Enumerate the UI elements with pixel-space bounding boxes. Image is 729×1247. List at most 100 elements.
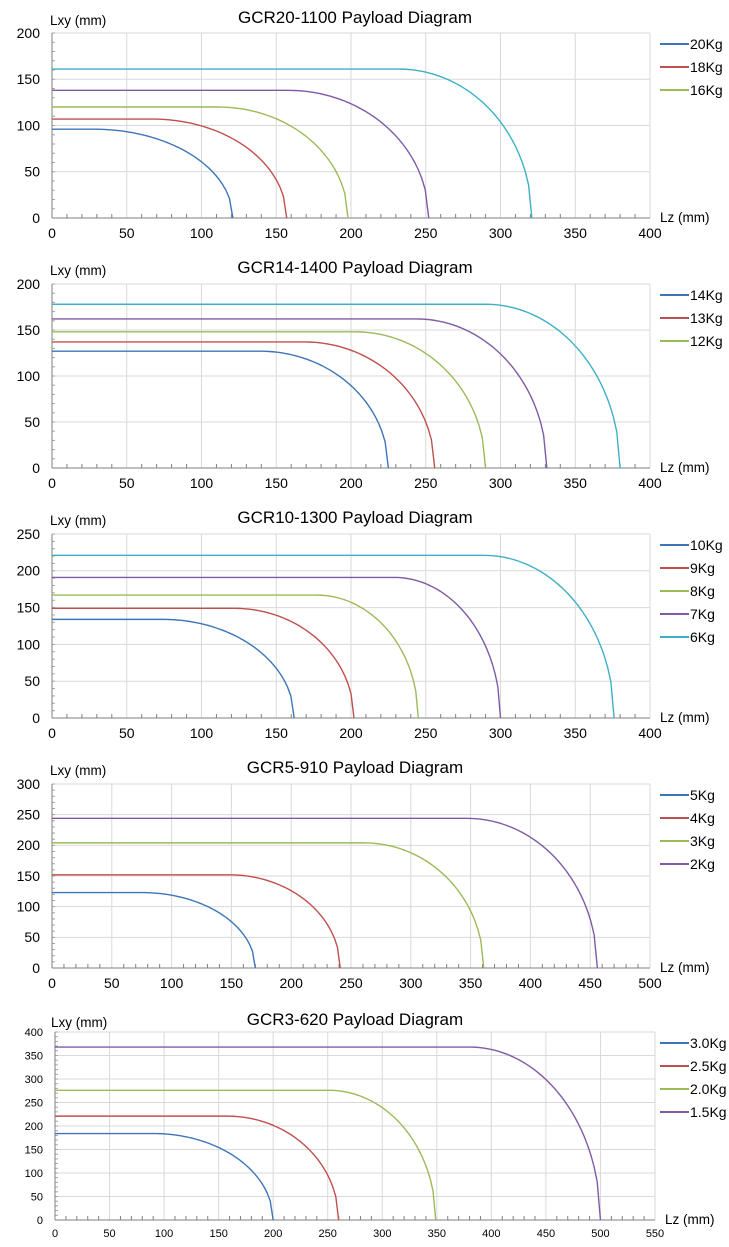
- x-axis-label: Lz (mm): [660, 460, 710, 475]
- x-tick-label: 150: [265, 225, 289, 241]
- y-axis-label: Lxy (mm): [50, 763, 106, 778]
- x-tick-label: 250: [414, 225, 438, 241]
- series-line-1: [52, 350, 390, 469]
- x-tick-label: 0: [48, 475, 56, 491]
- y-tick-label: 300: [17, 776, 41, 792]
- x-tick-label: 100: [190, 725, 214, 741]
- series-line-5: [52, 68, 533, 219]
- x-tick-label: 50: [104, 975, 120, 991]
- y-tick-label: 150: [25, 1144, 43, 1156]
- legend-label-2: 4Kg: [690, 810, 715, 826]
- chart-4: 0 50 100 150 200 250 300 350 400 450 500 0 50 100 150 2…: [17, 758, 715, 991]
- x-axis-label: Lz (mm): [660, 710, 710, 725]
- y-axis-label: Lxy (mm): [51, 1015, 107, 1030]
- x-tick-label: 0: [48, 225, 56, 241]
- legend-label-1: 10Kg: [690, 537, 723, 553]
- x-tick-label: 150: [220, 975, 244, 991]
- legend-label-4: 7Kg: [690, 606, 715, 622]
- x-tick-label: 150: [209, 1228, 227, 1240]
- y-tick-label: 0: [32, 460, 40, 476]
- x-tick-label: 250: [414, 725, 438, 741]
- y-tick-label: 200: [17, 563, 41, 579]
- y-tick-label: 100: [17, 636, 41, 652]
- legend-label-4: 2Kg: [690, 856, 715, 872]
- y-tick-label: 200: [17, 25, 41, 41]
- series-line-2: [55, 1115, 340, 1221]
- legend-label-3: 3Kg: [690, 833, 715, 849]
- series-line-1: [52, 128, 234, 219]
- x-axis-label: Lz (mm): [665, 1212, 715, 1227]
- y-tick-label: 200: [17, 276, 41, 292]
- legend-label-4: 1.5Kg: [690, 1104, 727, 1120]
- x-tick-label: 400: [519, 975, 543, 991]
- chart-1: 0 50 100 150 200 250 300 350 400 0 50 100 150 200 GCR2…: [17, 8, 723, 241]
- x-tick-label: 500: [591, 1228, 609, 1240]
- y-axis-label: Lxy (mm): [50, 263, 106, 278]
- legend-label-1: 14Kg: [690, 287, 723, 303]
- legend-label-2: 18Kg: [690, 59, 723, 75]
- y-tick-label: 50: [24, 673, 40, 689]
- x-tick-label: 350: [564, 475, 588, 491]
- x-tick-label: 350: [564, 725, 588, 741]
- chart-title: GCR10-1300 Payload Diagram: [237, 508, 472, 527]
- chart-5: 0 50 100 150 200 250 300 350 400 450 500 550 0 50 100 1…: [25, 1010, 727, 1240]
- y-tick-label: 0: [37, 1215, 43, 1227]
- y-tick-label: 150: [17, 600, 41, 616]
- x-tick-label: 0: [52, 1228, 58, 1240]
- x-tick-label: 300: [373, 1228, 391, 1240]
- legend-label-3: 8Kg: [690, 583, 715, 599]
- chart-title: GCR3-620 Payload Diagram: [247, 1010, 463, 1029]
- legend-label-5: 6Kg: [690, 629, 715, 645]
- x-tick-label: 200: [339, 475, 363, 491]
- x-tick-label: 400: [482, 1228, 500, 1240]
- y-axis-label: Lxy (mm): [50, 513, 106, 528]
- y-tick-label: 100: [17, 117, 41, 133]
- y-tick-label: 50: [24, 414, 40, 430]
- x-tick-label: 300: [489, 725, 513, 741]
- x-tick-label: 200: [280, 975, 304, 991]
- series-line-2: [52, 341, 436, 469]
- x-tick-label: 200: [264, 1228, 282, 1240]
- x-tick-label: 150: [265, 725, 289, 741]
- chart-title: GCR5-910 Payload Diagram: [247, 758, 463, 777]
- legend-label-1: 20Kg: [690, 36, 723, 52]
- x-tick-label: 450: [537, 1228, 555, 1240]
- chart-title: GCR14-1400 Payload Diagram: [237, 258, 472, 277]
- x-tick-label: 350: [564, 225, 588, 241]
- legend-label-3: 16Kg: [690, 82, 723, 98]
- series-line-3: [52, 106, 349, 219]
- chart-title: GCR20-1100 Payload Diagram: [238, 8, 472, 27]
- x-tick-label: 300: [489, 475, 513, 491]
- legend-label-3: 12Kg: [690, 333, 723, 349]
- y-tick-label: 250: [25, 1097, 43, 1109]
- x-tick-label: 250: [319, 1228, 337, 1240]
- series-line-4: [55, 1046, 602, 1221]
- series-line-3: [55, 1089, 437, 1221]
- series-line-1: [55, 1132, 274, 1221]
- x-tick-label: 0: [48, 975, 56, 991]
- series-line-3: [52, 594, 419, 719]
- x-tick-label: 50: [119, 225, 135, 241]
- x-tick-label: 550: [646, 1228, 664, 1240]
- y-tick-label: 100: [17, 368, 41, 384]
- x-tick-label: 0: [48, 725, 56, 741]
- x-tick-label: 200: [339, 225, 363, 241]
- x-axis-label: Lz (mm): [660, 210, 710, 225]
- series-line-1: [52, 891, 257, 969]
- x-tick-label: 250: [414, 475, 438, 491]
- x-tick-label: 100: [155, 1228, 173, 1240]
- series-line-4: [52, 576, 502, 719]
- y-tick-label: 0: [32, 210, 40, 226]
- legend-label-3: 2.0Kg: [690, 1081, 727, 1097]
- y-tick-label: 0: [32, 960, 40, 976]
- legend-label-1: 3.0Kg: [690, 1035, 727, 1051]
- series-line-4: [52, 89, 430, 219]
- x-tick-label: 400: [638, 225, 662, 241]
- y-tick-label: 150: [17, 322, 41, 338]
- y-tick-label: 400: [25, 1027, 43, 1039]
- x-tick-label: 50: [119, 725, 135, 741]
- y-tick-label: 300: [25, 1074, 43, 1086]
- series-line-2: [52, 118, 288, 219]
- y-tick-label: 200: [25, 1121, 43, 1133]
